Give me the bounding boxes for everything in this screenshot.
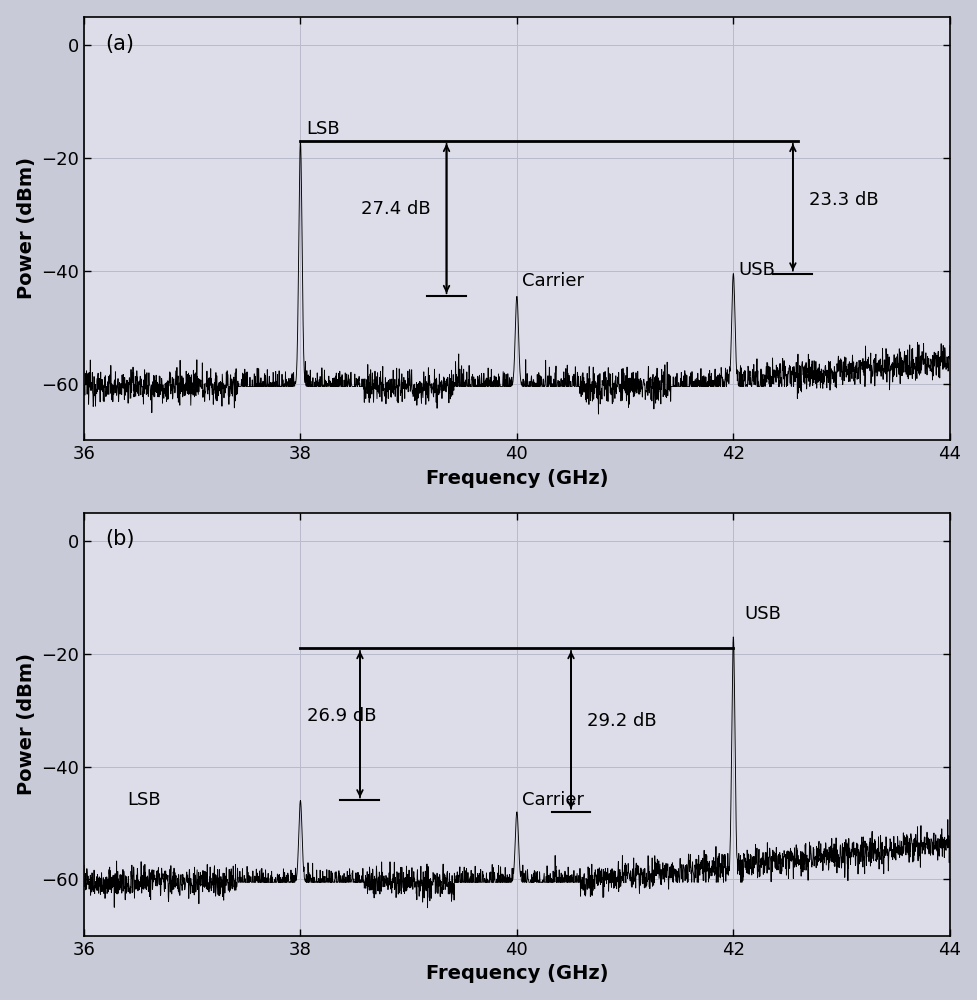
Text: Carrier: Carrier <box>522 791 583 809</box>
Text: Carrier: Carrier <box>522 272 583 290</box>
X-axis label: Frequency (GHz): Frequency (GHz) <box>425 964 608 983</box>
X-axis label: Frequency (GHz): Frequency (GHz) <box>425 468 608 488</box>
Text: 23.3 dB: 23.3 dB <box>808 191 878 209</box>
Text: 27.4 dB: 27.4 dB <box>361 200 430 218</box>
Y-axis label: Power (dBm): Power (dBm) <box>17 157 35 299</box>
Text: LSB: LSB <box>306 120 339 138</box>
Text: (a): (a) <box>106 34 135 54</box>
Text: 26.9 dB: 26.9 dB <box>307 707 376 725</box>
Y-axis label: Power (dBm): Power (dBm) <box>17 653 35 795</box>
Text: USB: USB <box>743 605 781 623</box>
Text: 29.2 dB: 29.2 dB <box>586 712 657 730</box>
Text: (b): (b) <box>106 529 135 549</box>
Text: USB: USB <box>738 261 775 279</box>
Text: LSB: LSB <box>127 791 160 809</box>
